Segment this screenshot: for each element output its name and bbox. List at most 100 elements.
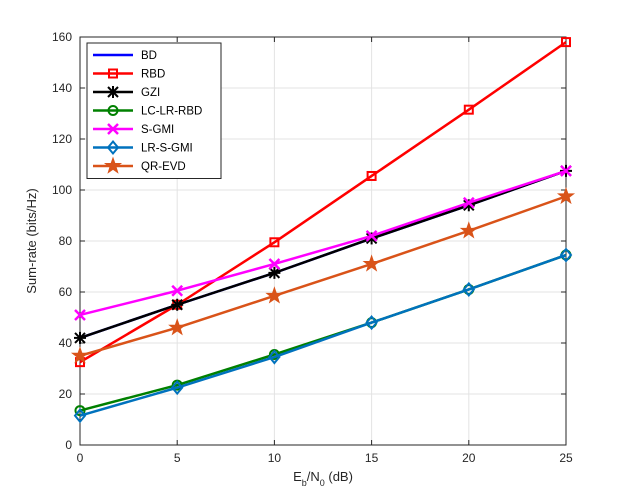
- point-lr-s-gmi: [365, 315, 378, 331]
- marker-star: [70, 346, 90, 364]
- series-line-s-gmi: [79, 169, 567, 317]
- x-label-main: E: [293, 469, 302, 484]
- marker-diamond: [73, 408, 87, 424]
- legend-marker: [107, 105, 119, 116]
- marker-star: [556, 186, 576, 205]
- point-gzi: [171, 298, 184, 311]
- point-s-gmi: [74, 309, 86, 321]
- point-gzi: [268, 266, 281, 279]
- x-tick-label: 25: [559, 451, 573, 465]
- marker-star: [459, 221, 478, 239]
- y-tick-label: 80: [59, 234, 73, 248]
- marker-x-stroke: [107, 123, 119, 135]
- point-lr-s-gmi: [170, 380, 184, 396]
- x-tick-label: 10: [268, 451, 282, 465]
- marker-star: [265, 286, 284, 304]
- series-s-gmi: [74, 164, 572, 321]
- point-qr-evd: [265, 286, 284, 304]
- legend-marker: [108, 68, 118, 79]
- x-label-sub-0: 0: [320, 478, 325, 488]
- point-s-gmi: [560, 164, 572, 177]
- marker-x-stroke: [171, 284, 184, 297]
- point-lr-s-gmi: [559, 247, 573, 263]
- x-label-unit: (dB): [325, 469, 353, 484]
- marker-diamond: [462, 281, 476, 298]
- y-axis-label: Sum-rate (bits/Hz): [24, 188, 39, 293]
- y-tick-label: 60: [59, 285, 73, 299]
- legend: BD RBD GZI LC-LR-RBD S-GMI LR-S-GMI QR-EVD: [86, 42, 222, 179]
- marker-square: [108, 68, 118, 79]
- legend-item-lc-lr-rbd: LC-LR-RBD: [93, 105, 202, 118]
- marker-x-stroke: [462, 196, 475, 209]
- marker-diamond: [268, 349, 281, 365]
- legend-item-bd: BD: [93, 50, 157, 62]
- point-rbd: [561, 37, 571, 48]
- legend-marker: [103, 156, 123, 174]
- legend-label: BD: [141, 50, 157, 62]
- point-qr-evd: [70, 346, 90, 364]
- marker-x-stroke: [560, 164, 572, 177]
- x-tick-label: 15: [365, 451, 379, 465]
- point-s-gmi: [462, 196, 475, 209]
- series-line-rbd: [79, 41, 567, 364]
- series-line-qr-evd: [79, 195, 567, 357]
- y-tick-label: 20: [59, 387, 73, 401]
- marker-x-stroke: [74, 309, 86, 321]
- y-tick-label: 120: [52, 132, 72, 146]
- point-rbd: [463, 104, 474, 115]
- x-label-mid: /N: [307, 469, 320, 484]
- point-s-gmi: [171, 284, 184, 297]
- marker-square: [366, 170, 377, 181]
- x-axis-label: Eb/N0 (dB): [293, 469, 353, 488]
- series-line-lr-s-gmi: [79, 253, 567, 417]
- series-layer: [70, 37, 576, 424]
- legend-label: QR-EVD: [141, 161, 186, 173]
- point-qr-evd: [168, 318, 187, 336]
- marker-x-stroke: [365, 230, 378, 242]
- y-tick-label: 100: [52, 183, 72, 197]
- marker-diamond: [365, 315, 378, 331]
- marker-star: [103, 156, 123, 174]
- point-rbd: [269, 237, 280, 248]
- y-tick-label: 0: [65, 438, 72, 452]
- marker-diamond: [106, 139, 120, 156]
- legend-marker: [107, 86, 119, 98]
- marker-square: [269, 237, 280, 248]
- marker-star: [362, 254, 381, 272]
- legend-marker: [107, 123, 119, 135]
- legend-item-lr-s-gmi: LR-S-GMI: [93, 139, 193, 156]
- series-qr-evd: [70, 186, 576, 364]
- legend-label: S-GMI: [141, 124, 174, 136]
- legend-label: LR-S-GMI: [141, 143, 193, 155]
- x-tick-label: 20: [462, 451, 476, 465]
- marker-x-stroke: [268, 258, 281, 270]
- marker-square: [463, 104, 474, 115]
- point-rbd: [366, 170, 377, 181]
- legend-item-qr-evd: QR-EVD: [93, 156, 186, 174]
- legend-item-s-gmi: S-GMI: [93, 123, 174, 136]
- point-qr-evd: [459, 221, 478, 239]
- marker-diamond: [170, 380, 184, 396]
- series-line-gzi: [79, 169, 567, 340]
- x-tick-label: 0: [77, 451, 84, 465]
- marker-square: [561, 37, 571, 48]
- y-tick-label: 40: [59, 336, 73, 350]
- point-s-gmi: [268, 258, 281, 270]
- ticks: 0 5 10 15 20 25 0 20 40 60 80 100 120 140 160: [52, 30, 573, 465]
- legend-label: RBD: [141, 69, 165, 81]
- marker-circle: [107, 105, 119, 116]
- point-gzi: [74, 331, 86, 344]
- x-label-sub-b: b: [302, 478, 307, 488]
- point-s-gmi: [365, 230, 378, 242]
- point-qr-evd: [556, 186, 576, 205]
- point-lr-s-gmi: [462, 281, 476, 298]
- y-tick-label: 160: [52, 30, 72, 44]
- legend-marker: [106, 139, 120, 156]
- legend-label: LC-LR-RBD: [141, 106, 202, 118]
- point-lr-s-gmi: [73, 408, 87, 424]
- y-tick-label: 140: [52, 81, 72, 95]
- legend-item-gzi: GZI: [93, 86, 160, 99]
- legend-item-rbd: RBD: [93, 68, 165, 81]
- point-qr-evd: [362, 254, 381, 272]
